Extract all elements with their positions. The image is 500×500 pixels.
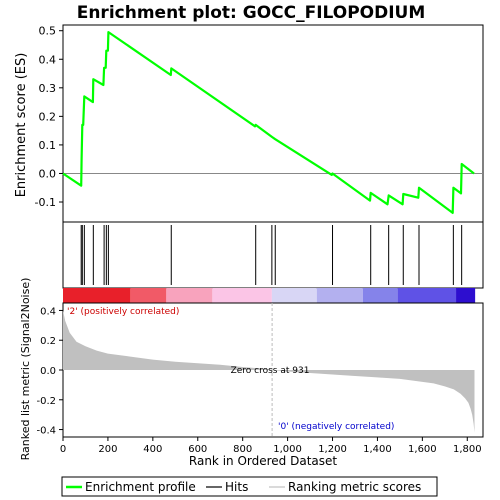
x-tick-label: 1,200	[318, 444, 347, 455]
ranking-bar-segment	[271, 288, 317, 303]
zero-cross-label: Zero cross at 931	[231, 366, 310, 376]
ranking-bar-segment	[362, 288, 398, 303]
es-plot-frame	[62, 24, 484, 223]
metric-y-tick-label: 0.0	[40, 366, 56, 377]
metric-y-tick-label: -0.4	[36, 426, 56, 437]
x-tick-label: 200	[98, 444, 117, 455]
legend-label: Hits	[225, 480, 248, 494]
es-y-tick-label: -0.1	[35, 196, 56, 209]
legend-label: Ranking metric scores	[288, 480, 421, 494]
legend-box	[61, 476, 438, 497]
legend-label: Enrichment profile	[85, 480, 196, 494]
es-y-tick-label: 0.0	[39, 167, 57, 180]
ranking-bar-segment	[166, 288, 213, 303]
ranking-bar-segment	[456, 288, 476, 303]
ranking-bar-segment	[397, 288, 457, 303]
ranking-bar-segment	[63, 288, 131, 303]
ranking-bar-segment	[212, 288, 272, 303]
metric-y-axis-label: Ranked list metric (Signal2Noise)	[19, 278, 32, 461]
x-axis-label: Rank in Ordered Dataset	[189, 454, 337, 468]
es-panel: -0.1 0.0 0.1 0.2 0.3 0.4 0.5	[35, 24, 484, 223]
chart-title: Enrichment plot: GOCC_FILOPODIUM	[77, 3, 426, 23]
positive-correlation-label: '2' (positively correlated)	[67, 307, 179, 317]
x-tick-label: 400	[143, 444, 162, 455]
metric-y-tick-label: 0.2	[40, 336, 56, 347]
es-y-tick-label: 0.1	[39, 139, 57, 152]
x-tick-label: 800	[233, 444, 252, 455]
ranking-metric-area	[63, 310, 475, 433]
ranking-bar-segment	[316, 288, 363, 303]
x-tick-label: 1,000	[273, 444, 302, 455]
es-y-axis-label: Enrichment score (ES)	[14, 53, 29, 198]
es-y-tick-label: 0.5	[39, 25, 57, 38]
metric-panel: -0.4 -0.2 0.0 0.2 0.4 0 200 400 600 800 1,000 1,200…	[36, 302, 484, 455]
x-tick-label: 1,800	[453, 444, 482, 455]
legend: Enrichment profile Hits Ranking metric sco…	[61, 476, 438, 497]
x-tick-label: 1,400	[363, 444, 392, 455]
negative-correlation-label: '0' (negatively correlated)	[278, 422, 394, 432]
es-y-tick-label: 0.4	[39, 53, 57, 66]
ranking-bar-segment	[130, 288, 167, 303]
ranking-color-bar	[63, 288, 476, 303]
hits-panel	[62, 221, 484, 289]
metric-y-tick-label: 0.4	[40, 306, 56, 317]
enrichment-profile-line	[62, 30, 475, 214]
es-y-tick-label: 0.3	[39, 82, 57, 95]
es-y-tick-label: 0.2	[39, 110, 57, 123]
x-tick-label: 600	[188, 444, 207, 455]
hits-frame	[62, 221, 484, 289]
metric-y-tick-label: -0.2	[36, 396, 56, 407]
x-tick-label: 0	[60, 444, 66, 455]
x-tick-label: 1,600	[408, 444, 437, 455]
